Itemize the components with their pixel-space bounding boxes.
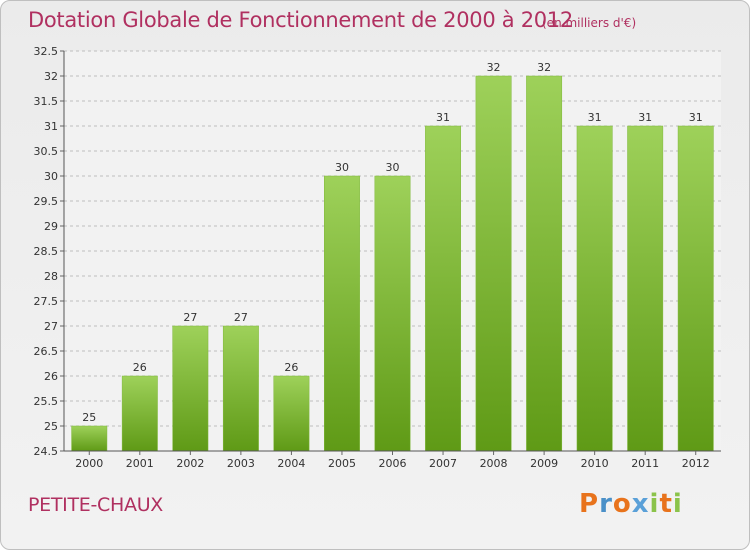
x-tick-label: 2004 bbox=[277, 457, 305, 470]
x-tick-label: 2008 bbox=[480, 457, 508, 470]
x-tick-label: 2003 bbox=[227, 457, 255, 470]
bar-value-label: 30 bbox=[386, 161, 400, 174]
bar-value-label: 31 bbox=[689, 111, 703, 124]
bar-value-label: 31 bbox=[638, 111, 652, 124]
logo-letter: i bbox=[672, 489, 683, 519]
axes bbox=[60, 50, 721, 455]
x-tick-label: 2009 bbox=[530, 457, 558, 470]
logo-letter: P bbox=[579, 489, 600, 519]
y-tick-label: 27 bbox=[44, 320, 58, 333]
x-tick-label: 2001 bbox=[126, 457, 154, 470]
bar bbox=[121, 375, 158, 452]
bar bbox=[273, 375, 310, 452]
y-tick-label: 29 bbox=[44, 220, 58, 233]
bar bbox=[627, 125, 664, 452]
bar-value-label: 25 bbox=[82, 411, 96, 424]
place-name: PETITE-CHAUX bbox=[28, 494, 164, 516]
y-tick-label: 26.5 bbox=[34, 345, 59, 358]
bar bbox=[677, 125, 714, 452]
y-tick-label: 26 bbox=[44, 370, 58, 383]
bar-value-label: 27 bbox=[234, 311, 248, 324]
y-tick-label: 30.5 bbox=[34, 145, 59, 158]
bar bbox=[425, 125, 461, 452]
bar bbox=[475, 75, 512, 452]
bar bbox=[71, 425, 108, 452]
x-tick-label: 2011 bbox=[631, 457, 659, 470]
logo-letter: i bbox=[649, 489, 660, 519]
logo-letter: x bbox=[631, 489, 650, 519]
x-tick-label: 2006 bbox=[379, 457, 407, 470]
y-tick-label: 25.5 bbox=[34, 395, 59, 408]
bar bbox=[172, 325, 209, 452]
bar bbox=[526, 75, 563, 452]
y-tick-label: 24.5 bbox=[34, 445, 59, 458]
unit-note: (en milliers d'€) bbox=[542, 16, 637, 30]
x-tick-label: 2007 bbox=[429, 457, 457, 470]
y-tick-label: 30 bbox=[44, 170, 58, 183]
bar bbox=[576, 125, 613, 452]
x-tick-label: 2010 bbox=[581, 457, 609, 470]
logo-letter: r bbox=[599, 489, 613, 519]
bar bbox=[222, 325, 259, 452]
bar-value-label: 31 bbox=[436, 111, 450, 124]
bar-value-label: 32 bbox=[537, 61, 551, 74]
bar-value-label: 26 bbox=[284, 361, 298, 374]
y-tick-label: 27.5 bbox=[34, 295, 59, 308]
y-tick-label: 25 bbox=[44, 420, 58, 433]
chart-title: Dotation Globale de Fonctionnement de 20… bbox=[28, 8, 573, 32]
bar bbox=[324, 175, 360, 452]
x-tick-label: 2002 bbox=[176, 457, 204, 470]
bar-value-label: 32 bbox=[487, 61, 501, 74]
y-tick-label: 28.5 bbox=[34, 245, 59, 258]
y-tick-label: 32 bbox=[44, 70, 58, 83]
x-tick-label: 2000 bbox=[75, 457, 103, 470]
bar-value-label: 30 bbox=[335, 161, 349, 174]
bar-value-label: 27 bbox=[183, 311, 197, 324]
bars bbox=[71, 75, 714, 452]
logo-letter: t bbox=[659, 489, 673, 519]
labels: 24.5 25 25.5 26 26.5 27 27.5 28 28.5 29 29.5 30 30.5… bbox=[34, 45, 710, 470]
logo-letter: o bbox=[612, 489, 632, 519]
y-tick-label: 29.5 bbox=[34, 195, 59, 208]
y-tick-label: 28 bbox=[44, 270, 58, 283]
y-tick-label: 31.5 bbox=[34, 95, 59, 108]
bar-value-label: 26 bbox=[133, 361, 147, 374]
y-tick-label: 31 bbox=[44, 120, 58, 133]
x-tick-label: 2012 bbox=[682, 457, 710, 470]
bar bbox=[374, 175, 411, 452]
y-tick-label: 32.5 bbox=[34, 45, 59, 58]
x-tick-label: 2005 bbox=[328, 457, 356, 470]
proxiti-logo: Proxiti bbox=[579, 489, 683, 519]
bar-value-label: 31 bbox=[588, 111, 602, 124]
